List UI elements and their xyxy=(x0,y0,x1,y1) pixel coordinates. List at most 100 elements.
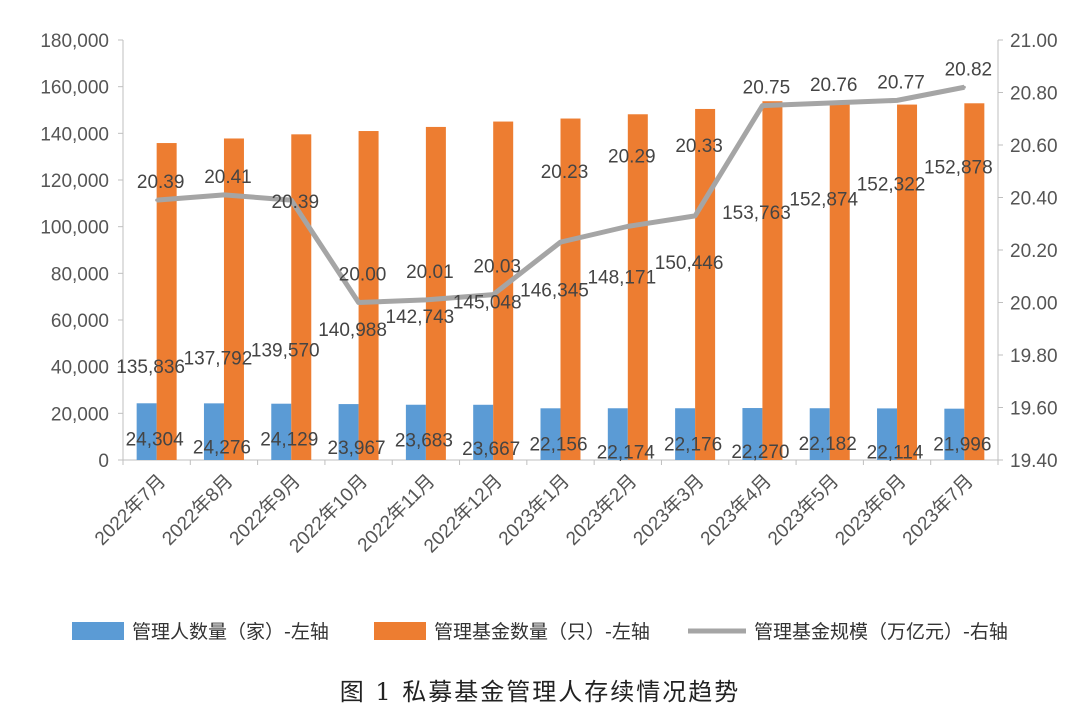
left-tick-label: 140,000 xyxy=(40,124,109,145)
fund-scale-point xyxy=(626,224,630,228)
legend-label-fund-scale: 管理基金规模（万亿元）-右轴 xyxy=(754,621,1008,643)
manager-count-bars xyxy=(136,403,965,460)
left-tick-label: 120,000 xyxy=(40,171,109,192)
fund-scale-point xyxy=(828,101,832,105)
manager-count-bar xyxy=(338,404,359,460)
fund-count-label: 152,878 xyxy=(924,157,993,178)
manager-count-bar xyxy=(540,408,561,460)
fund-count-label: 152,874 xyxy=(789,189,858,210)
fund-scale-point xyxy=(222,193,226,197)
fund-scale-label: 20.29 xyxy=(608,146,656,167)
fund-count-bar xyxy=(695,108,716,460)
fund-scale-point xyxy=(424,298,428,302)
manager-count-bar xyxy=(877,408,898,460)
fund-count-bar xyxy=(560,118,581,461)
fund-count-label: 137,792 xyxy=(184,348,253,369)
legend-label-fund-count: 管理基金数量（只）-左轴 xyxy=(434,621,650,643)
left-tick-label: 100,000 xyxy=(40,218,109,239)
fund-scale-label: 20.39 xyxy=(137,172,185,193)
right-tick-label: 20.20 xyxy=(1010,241,1058,262)
fund-count-label: 150,446 xyxy=(655,253,724,274)
manager-count-bar xyxy=(405,404,426,460)
left-tick-label: 0 xyxy=(98,451,109,472)
x-tick-label: 2022年7月 xyxy=(90,470,170,550)
legend-swatch-fund-count xyxy=(374,622,426,640)
manager-count-bar xyxy=(742,408,763,460)
manager-count-label: 22,174 xyxy=(597,442,656,463)
x-tick-label: 2023年6月 xyxy=(831,470,911,550)
left-tick-label: 60,000 xyxy=(51,311,109,332)
left-axis: 0 20,000 40,000 60,000 80,000 100,000 120,000 1… xyxy=(40,31,998,472)
legend-label-manager-count: 管理人数量（家）-左轴 xyxy=(132,621,329,643)
left-tick-label: 180,000 xyxy=(40,31,109,52)
x-tick-label: 2023年1月 xyxy=(494,470,574,550)
fund-count-bar xyxy=(291,134,312,460)
fund-scale-point xyxy=(693,214,697,218)
fund-scale-label: 20.03 xyxy=(473,257,521,278)
manager-count-label: 21,996 xyxy=(933,435,991,456)
fund-count-label: 146,345 xyxy=(520,281,589,302)
fund-count-bar xyxy=(156,143,177,461)
fund-scale-point xyxy=(962,85,966,89)
manager-count-label: 22,156 xyxy=(529,434,587,455)
right-tick-label: 21.00 xyxy=(1010,31,1058,52)
fund-scale-label: 20.39 xyxy=(271,192,319,213)
data-labels: 24,304 24,276 24,129 23,967 23,683 23,667 22,1… xyxy=(116,59,992,463)
fund-count-label: 148,171 xyxy=(587,267,656,288)
fund-count-bar xyxy=(964,103,985,460)
fund-scale-label: 20.23 xyxy=(541,162,589,183)
fund-count-bars xyxy=(156,101,985,461)
fund-count-bar xyxy=(897,104,918,460)
manager-count-label: 22,270 xyxy=(731,442,789,463)
manager-count-label: 23,667 xyxy=(462,439,520,460)
x-tick-label: 2023年3月 xyxy=(629,470,709,550)
fund-scale-point xyxy=(895,98,899,102)
x-tick-label: 2023年5月 xyxy=(763,470,843,550)
right-tick-label: 19.60 xyxy=(1010,399,1058,420)
fund-count-label: 142,743 xyxy=(386,307,455,328)
manager-count-bar xyxy=(473,404,494,460)
left-tick-label: 20,000 xyxy=(51,404,109,425)
right-tick-label: 20.00 xyxy=(1010,294,1058,315)
fund-scale-label: 20.76 xyxy=(810,75,858,96)
fund-scale-label: 20.75 xyxy=(743,78,791,99)
x-tick-label: 2022年8月 xyxy=(158,470,238,550)
right-tick-label: 20.40 xyxy=(1010,189,1058,210)
right-tick-label: 20.60 xyxy=(1010,136,1058,157)
manager-count-bar xyxy=(675,408,696,460)
figure-caption: 图 1 私募基金管理人存续情况趋势 xyxy=(340,678,741,706)
left-tick-label: 80,000 xyxy=(51,264,109,285)
manager-count-bar xyxy=(944,408,965,460)
fund-count-bar xyxy=(829,103,850,460)
manager-count-label: 23,683 xyxy=(395,431,453,452)
manager-count-bar xyxy=(809,408,830,460)
fund-count-label: 135,836 xyxy=(116,357,185,378)
fund-count-bar xyxy=(358,131,379,460)
fund-scale-label: 20.82 xyxy=(945,59,993,80)
fund-scale-point xyxy=(760,104,764,108)
fund-count-label: 153,763 xyxy=(722,203,791,224)
right-axis: 19.40 19.60 19.80 20.00 20.20 20.40 20.60 20.80… xyxy=(997,31,1058,472)
fund-scale-label: 20.01 xyxy=(406,262,454,283)
fund-scale-point xyxy=(289,198,293,202)
manager-count-label: 23,967 xyxy=(328,438,386,459)
right-tick-label: 20.80 xyxy=(1010,84,1058,105)
manager-count-label: 24,129 xyxy=(260,430,318,451)
x-tick-label: 2023年7月 xyxy=(898,470,978,550)
x-axis-labels: 2022年7月2022年8月2022年9月2022年10月2022年11月202… xyxy=(90,460,999,557)
manager-count-label: 22,114 xyxy=(867,442,924,463)
fund-scale-point xyxy=(559,240,562,244)
right-tick-label: 19.80 xyxy=(1010,346,1058,367)
legend-swatch-manager-count xyxy=(72,622,124,640)
fund-scale-label: 20.41 xyxy=(204,167,252,188)
fund-scale-label: 20.00 xyxy=(339,265,387,286)
legend: 管理人数量（家）-左轴 管理基金数量（只）-左轴 管理基金规模（万亿元）-右轴 xyxy=(72,621,1008,643)
x-tick-label: 2023年4月 xyxy=(696,470,776,550)
fund-count-label: 140,988 xyxy=(318,320,387,341)
fund-count-bar xyxy=(425,126,446,461)
x-tick-label: 2023年2月 xyxy=(562,470,642,550)
manager-count-bar xyxy=(607,408,628,460)
manager-count-bar xyxy=(203,403,224,460)
fund-scale-point xyxy=(491,293,495,297)
